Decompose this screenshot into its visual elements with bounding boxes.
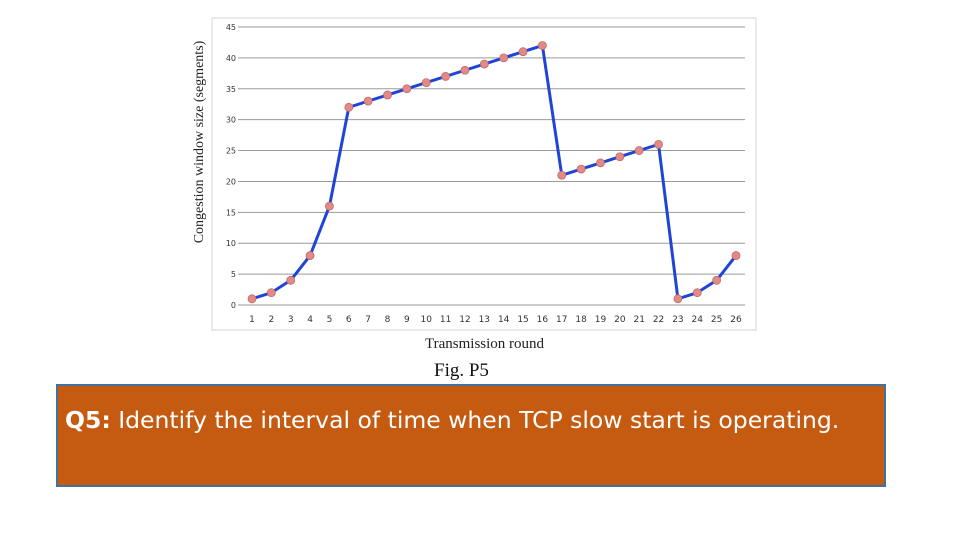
data-point [731, 251, 741, 260]
plot-frame [211, 17, 757, 331]
data-point [518, 47, 528, 57]
data-point [441, 72, 451, 81]
x-tick-label: 8 [385, 315, 391, 325]
x-tick-label: 18 [575, 315, 587, 325]
data-point [673, 294, 683, 304]
data-point [654, 139, 663, 149]
y-tick-label: 45 [226, 23, 236, 32]
data-point [615, 152, 625, 162]
question-body: Identify the interval of time when TCP s… [110, 406, 840, 434]
x-tick-label: 15 [517, 315, 528, 325]
data-point [286, 275, 296, 285]
question-text: Q5: Identify the interval of time when T… [65, 403, 844, 437]
data-point [363, 96, 373, 106]
x-tick-label: 23 [672, 315, 683, 325]
x-tick-label: 13 [479, 315, 490, 325]
data-point [460, 65, 470, 75]
data-point [692, 288, 702, 298]
data-point [325, 201, 334, 211]
x-tick-label: 17 [556, 315, 567, 325]
data-point [421, 78, 431, 87]
x-tick-label: 11 [440, 315, 451, 325]
x-tick-label: 25 [711, 315, 722, 325]
question-box: Q5: Identify the interval of time when T… [56, 384, 886, 487]
x-axis-label: Transmission round [425, 336, 545, 352]
data-point [538, 41, 547, 50]
data-point [344, 102, 354, 112]
x-tick-label: 5 [327, 315, 333, 325]
x-tick-label: 6 [346, 315, 352, 325]
x-tick-label: 10 [421, 315, 433, 325]
data-point [634, 146, 644, 155]
x-tick-label: 1 [249, 315, 255, 325]
data-point [305, 251, 315, 260]
data-point [557, 170, 567, 180]
data-point [383, 90, 392, 100]
x-tick-label: 19 [595, 315, 607, 325]
x-tick-label: 12 [459, 315, 470, 325]
y-tick-label: 0 [231, 301, 236, 310]
y-tick-label: 20 [226, 177, 236, 186]
x-tick-label: 4 [307, 315, 313, 325]
x-tick-label: 21 [633, 315, 644, 325]
y-tick-label: 35 [226, 85, 236, 94]
x-tick-label: 9 [404, 315, 410, 325]
data-point [576, 164, 586, 174]
data-point [402, 84, 412, 94]
data-point [247, 294, 257, 304]
y-axis-label: Congestion window size (segments) [192, 40, 207, 244]
data-point [479, 59, 489, 69]
y-tick-label: 25 [226, 147, 236, 156]
x-tick-label: 3 [288, 315, 294, 325]
x-tick-label: 20 [614, 315, 626, 325]
x-tick-label: 14 [498, 315, 510, 325]
y-tick-label: 30 [226, 116, 236, 125]
y-tick-label: 40 [226, 54, 236, 63]
data-point [596, 158, 605, 168]
x-tick-label: 2 [268, 315, 274, 325]
x-tick-label: 7 [365, 315, 371, 325]
figure-caption: Fig. P5 [434, 360, 489, 381]
x-tick-label: 26 [730, 315, 742, 325]
x-tick-label: 22 [653, 315, 664, 325]
y-tick-label: 5 [231, 270, 236, 279]
x-tick-label: 24 [692, 315, 704, 325]
x-tick-label: 16 [537, 315, 549, 325]
data-point [499, 53, 509, 63]
data-point [266, 288, 276, 298]
data-point [712, 275, 722, 285]
question-label: Q5: [65, 406, 111, 434]
y-tick-label: 10 [226, 239, 236, 248]
y-tick-label: 15 [226, 208, 236, 217]
